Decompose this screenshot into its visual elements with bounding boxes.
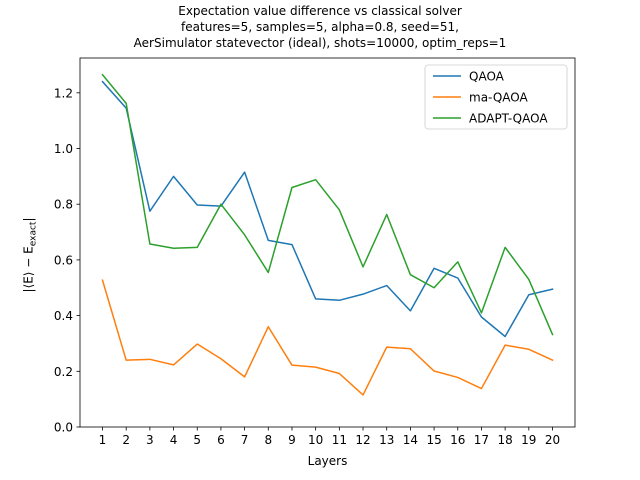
series-line-adapt-qaoa xyxy=(101,73,554,336)
x-tick-label: 7 xyxy=(241,433,249,447)
x-tick-label: 8 xyxy=(264,433,272,447)
x-tick-label: 11 xyxy=(332,433,347,447)
x-tick-label: 13 xyxy=(379,433,394,447)
x-tick-label: 14 xyxy=(403,433,418,447)
y-tick-label: 0.8 xyxy=(54,198,73,212)
x-tick-label: 6 xyxy=(217,433,225,447)
x-tick-label: 20 xyxy=(545,433,560,447)
x-tick-label: 9 xyxy=(288,433,296,447)
x-tick-label: 15 xyxy=(426,433,441,447)
axes-frame xyxy=(79,57,576,428)
x-tick-label: 18 xyxy=(497,433,512,447)
y-tick-label: 0.0 xyxy=(54,421,73,435)
legend-label: ma-QAOA xyxy=(469,91,528,105)
x-tick-label: 3 xyxy=(146,433,154,447)
y-tick-label: 0.4 xyxy=(54,309,73,323)
x-tick-label: 1 xyxy=(99,433,107,447)
x-tick-label: 5 xyxy=(193,433,201,447)
y-tick-label: 1.2 xyxy=(54,86,73,100)
series-line-qaoa xyxy=(101,80,554,338)
y-axis-label: |⟨E⟩ − Eexact| xyxy=(21,217,38,292)
x-tick-label: 16 xyxy=(450,433,465,447)
y-tick-label: 0.2 xyxy=(54,365,73,379)
x-tick-label: 4 xyxy=(170,433,178,447)
x-tick-label: 12 xyxy=(355,433,370,447)
y-axis-label-end: | xyxy=(21,217,36,222)
y-tick-label: 0.6 xyxy=(54,253,73,267)
chart-title-line-2: features=5, samples=5, alpha=0.8, seed=5… xyxy=(181,20,459,34)
x-tick-label: 10 xyxy=(308,433,323,447)
x-tick-label: 17 xyxy=(474,433,489,447)
y-axis-label-subscript: exact xyxy=(28,221,39,247)
chart-title-line-1: Expectation value difference vs classica… xyxy=(178,4,462,18)
y-axis-label-main: |⟨E⟩ − E xyxy=(21,246,36,293)
legend-box xyxy=(424,64,568,130)
chart-title-line-3: AerSimulator statevector (ideal), shots=… xyxy=(133,36,507,50)
series-line-ma-qaoa xyxy=(101,279,554,396)
legend-label: QAOA xyxy=(469,70,505,84)
x-tick-label: 2 xyxy=(122,433,130,447)
legend-label: ADAPT-QAOA xyxy=(469,112,548,126)
x-axis-label: Layers xyxy=(307,454,348,468)
x-tick-label: 19 xyxy=(521,433,536,447)
y-tick-label: 1.0 xyxy=(54,142,73,156)
